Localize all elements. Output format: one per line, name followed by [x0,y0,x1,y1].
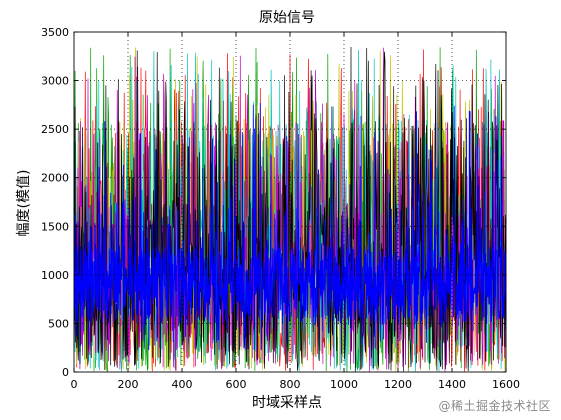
signal-series-group [73,46,507,373]
y-tick-label-0: 0 [62,366,69,379]
x-tick-label-0: 0 [71,378,78,391]
watermark-text: @稀土掘金技术社区 [438,399,551,413]
y-axis-label: 幅度(模值) [16,170,32,237]
x-tick-label-1000: 1000 [330,378,358,391]
x-tick-label-400: 400 [172,378,193,391]
y-tick-label-1500: 1500 [41,220,69,233]
chart-title: 原始信号 [259,10,315,26]
y-tick-label-2000: 2000 [41,172,69,185]
x-tick-label-800: 800 [280,378,301,391]
x-tick-label-600: 600 [226,378,247,391]
y-tick-label-3500: 3500 [41,26,69,39]
y-tick-label-2500: 2500 [41,123,69,136]
x-tick-label-200: 200 [118,378,139,391]
x-axis-label: 时域采样点 [252,395,322,411]
x-tick-label-1600: 1600 [492,378,520,391]
y-tick-label-1000: 1000 [41,269,69,282]
y-tick-label-3000: 3000 [41,75,69,88]
y-tick-label-500: 500 [48,317,69,330]
x-tick-label-1400: 1400 [438,378,466,391]
axes: 0 200 400 600 800 1000 1200 1400 1600 0 500 1000 150… [41,26,520,391]
grid-lines [74,32,506,372]
x-tick-label-1200: 1200 [384,378,412,391]
